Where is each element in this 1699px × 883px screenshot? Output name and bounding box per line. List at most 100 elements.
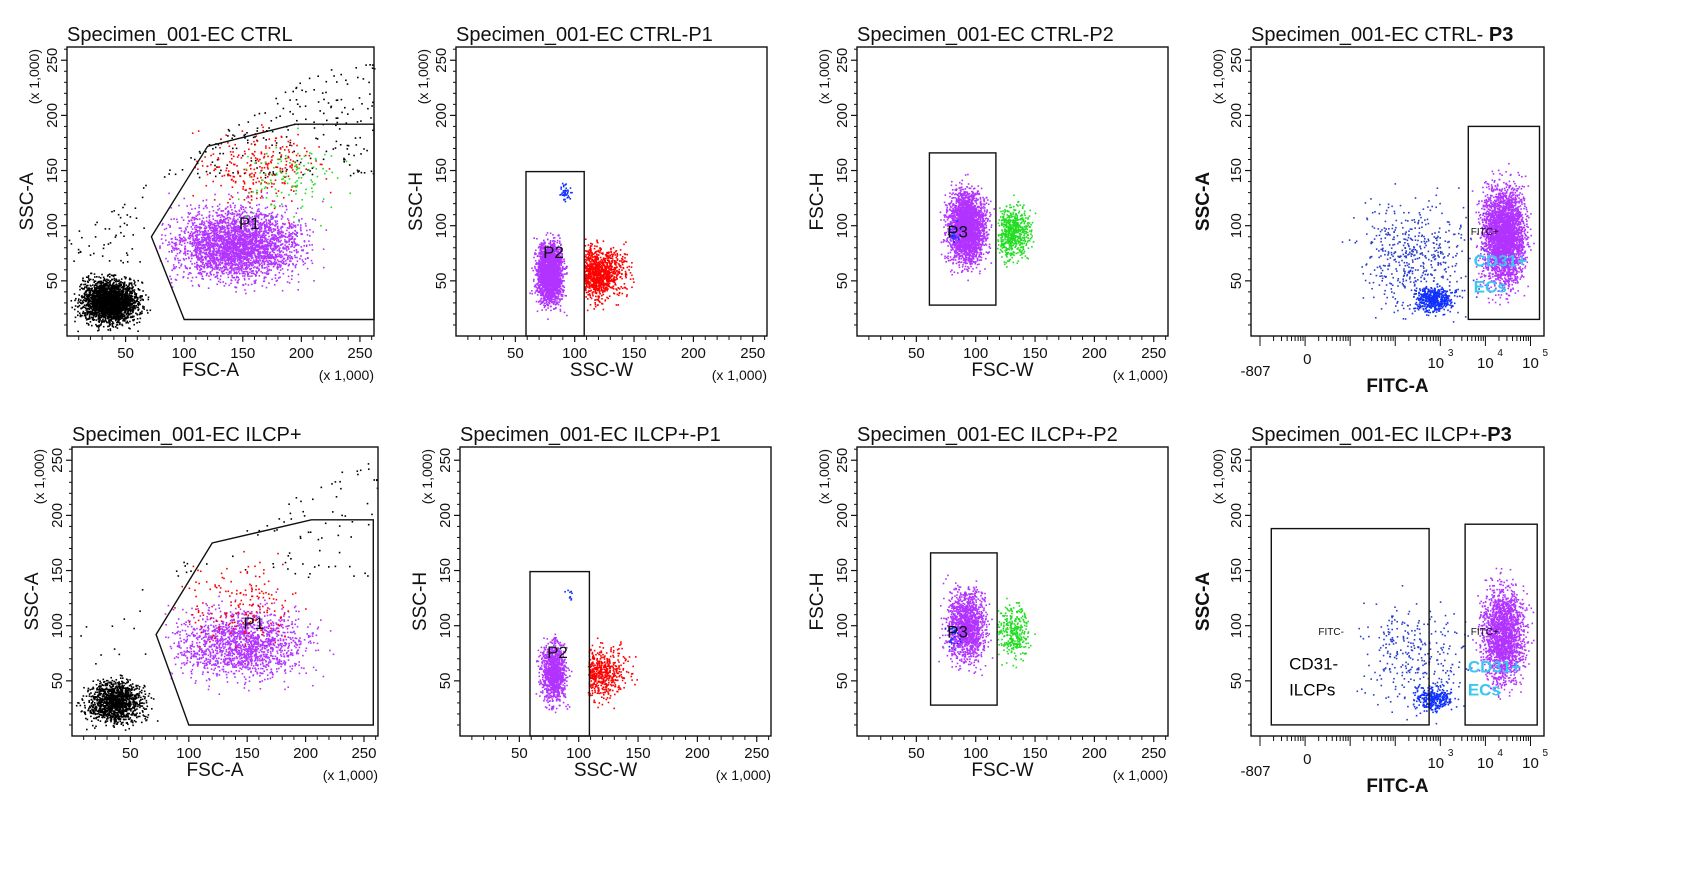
event-point <box>102 307 104 309</box>
event-point <box>202 266 205 268</box>
event-point <box>95 292 97 294</box>
event-point <box>129 298 132 301</box>
event-point <box>115 319 117 322</box>
event-point <box>196 218 199 221</box>
event-point <box>305 118 307 121</box>
event-point <box>89 310 92 313</box>
event-point <box>243 268 245 270</box>
event-point <box>359 136 361 139</box>
event-point <box>142 307 144 309</box>
event-point <box>127 290 129 292</box>
event-point <box>205 220 208 222</box>
event-point <box>108 313 111 315</box>
event-point <box>213 239 216 241</box>
event-point <box>82 305 85 308</box>
event-point <box>206 207 208 209</box>
event-point <box>122 261 124 264</box>
event-point <box>101 305 104 307</box>
event-point <box>113 279 116 282</box>
event-point <box>105 298 107 301</box>
event-point <box>279 276 281 279</box>
event-point <box>149 309 152 312</box>
event-point <box>176 218 178 221</box>
event-point <box>93 292 96 295</box>
event-point <box>290 227 293 229</box>
event-point <box>82 301 85 304</box>
event-point <box>187 222 189 225</box>
event-point <box>196 214 199 216</box>
event-point <box>138 308 140 310</box>
event-point <box>88 311 91 314</box>
event-point <box>201 214 203 217</box>
event-point <box>109 315 111 318</box>
event-point <box>349 174 352 177</box>
event-point <box>109 329 112 332</box>
event-point <box>223 285 226 287</box>
event-point <box>83 296 86 299</box>
event-point <box>241 272 243 275</box>
event-point <box>114 287 117 289</box>
event-point <box>130 312 133 315</box>
event-point <box>119 285 121 288</box>
event-point <box>355 67 357 69</box>
event-point <box>126 298 129 300</box>
event-point <box>97 309 100 311</box>
event-point <box>127 322 129 324</box>
event-point <box>125 322 127 324</box>
event-point <box>267 270 269 272</box>
event-point <box>127 297 129 299</box>
event-point <box>205 274 208 277</box>
event-point <box>244 137 246 139</box>
event-point <box>124 292 126 295</box>
event-point <box>94 313 97 316</box>
event-point <box>222 281 224 283</box>
event-point <box>326 119 328 122</box>
event-point <box>113 300 116 302</box>
event-point <box>225 271 228 274</box>
event-point <box>86 298 88 300</box>
event-point <box>103 306 106 309</box>
event-point <box>295 87 297 90</box>
event-point <box>176 221 179 223</box>
event-point <box>82 310 85 313</box>
event-point <box>240 270 243 272</box>
event-point <box>276 102 279 105</box>
event-point <box>208 219 211 221</box>
event-point <box>121 299 123 301</box>
event-point <box>234 261 236 264</box>
event-point <box>107 301 109 303</box>
event-point <box>353 154 355 157</box>
event-point <box>336 121 339 124</box>
event-point <box>118 292 120 295</box>
event-point <box>98 329 100 331</box>
event-point <box>113 301 116 304</box>
event-point <box>97 291 99 293</box>
event-point <box>81 300 84 302</box>
event-point <box>126 290 128 292</box>
event-point <box>106 295 109 298</box>
event-point <box>227 273 229 276</box>
event-point <box>88 245 90 247</box>
event-point <box>77 330 79 333</box>
event-point <box>107 317 110 320</box>
event-point <box>116 321 118 324</box>
event-point <box>311 249 314 251</box>
event-point <box>199 152 202 154</box>
event-point <box>102 315 104 318</box>
event-point <box>302 261 304 263</box>
event-point <box>233 135 236 137</box>
event-point <box>191 222 194 224</box>
event-point <box>93 273 96 275</box>
event-point <box>299 161 302 164</box>
event-point <box>165 257 167 260</box>
event-point <box>178 252 181 254</box>
event-point <box>114 288 116 291</box>
event-point <box>286 229 288 232</box>
event-point <box>365 64 367 66</box>
event-point <box>233 276 236 279</box>
event-point <box>129 216 132 218</box>
event-point <box>109 323 111 325</box>
event-point <box>212 255 214 258</box>
event-point <box>87 297 89 300</box>
event-point <box>227 135 229 137</box>
